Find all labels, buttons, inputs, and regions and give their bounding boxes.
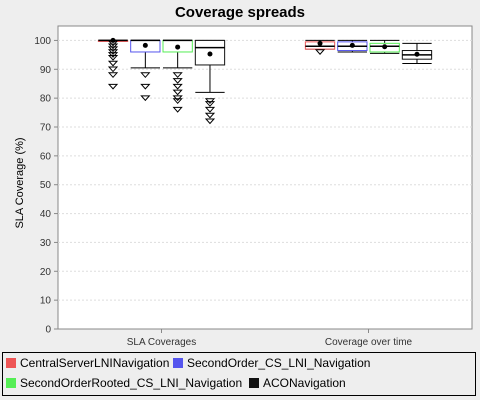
box-outlier-point <box>204 98 216 105</box>
box-plot <box>401 42 433 65</box>
y-axis-ticks: 0 10 20 30 40 50 60 70 80 90 100 <box>34 36 58 336</box>
y-tick-label: 0 <box>45 325 51 336</box>
box-outlier-point <box>107 83 119 90</box>
box-outlier-point <box>204 101 216 107</box>
box-outlier-point <box>140 95 151 102</box>
box-mean-point <box>382 44 388 50</box>
legend-label: CentralServerLNINavigation <box>20 356 170 370</box>
box-outlier-point <box>107 72 119 79</box>
box-outlier-point <box>204 118 216 125</box>
box-plot <box>130 39 161 102</box>
x-tick-label: SLA Coverages <box>127 337 197 348</box>
y-tick-label: 60 <box>40 151 52 162</box>
box-mean-point <box>110 37 116 43</box>
legend-item: CentralServerLNINavigation <box>6 356 169 370</box>
y-tick-label: 90 <box>40 65 52 76</box>
legend-swatch <box>6 358 16 368</box>
box-outlier-point <box>314 49 326 55</box>
box-outlier-point <box>172 95 183 102</box>
legend: CentralServerLNINavigation SecondOrder_CS… <box>2 352 476 396</box>
plot-area <box>57 25 473 330</box>
box-outlier-point <box>172 106 183 113</box>
legend-label: SecondOrderRooted_CS_LNI_Navigation <box>20 376 243 390</box>
box-mean-point <box>414 51 420 57</box>
legend-item: ACONavigation <box>249 376 346 390</box>
y-tick-label: 80 <box>40 94 52 105</box>
box-plot <box>194 39 226 125</box>
x-tick-label: Coverage over time <box>325 337 413 348</box>
legend-swatch <box>173 358 183 368</box>
box-outlier-point <box>172 83 183 90</box>
box-outlier-point <box>107 46 119 53</box>
box-outlier-point <box>172 89 183 96</box>
box-mean-point <box>317 40 323 46</box>
box-plot <box>304 39 336 55</box>
box-outlier-point <box>204 112 216 119</box>
y-tick-label: 30 <box>40 238 52 249</box>
box-outlier-point <box>107 54 119 61</box>
box-mean-point <box>142 42 148 48</box>
box-plots <box>97 37 433 125</box>
y-tick-label: 40 <box>40 209 52 220</box>
box-outlier-point <box>172 78 183 84</box>
y-tick-label: 50 <box>40 180 52 191</box>
box-outlier-point <box>140 72 151 79</box>
box-outlier-point <box>204 106 216 113</box>
box-plot <box>97 37 129 90</box>
box-outlier-point <box>107 60 119 67</box>
y-tick-label: 10 <box>40 296 52 307</box>
box-mean-point <box>175 44 181 50</box>
box-outlier-point <box>107 40 119 47</box>
legend-item: SecondOrderRooted_CS_LNI_Navigation <box>6 376 242 390</box>
box-outlier-point <box>107 43 119 50</box>
box-mean-point <box>349 42 355 48</box>
legend-swatch <box>6 378 16 388</box>
box-plot <box>337 39 368 53</box>
y-tick-label: 100 <box>34 36 51 47</box>
chart-title: Coverage spreads <box>175 4 305 21</box>
legend-item: SecondOrder_CS_LNI_Navigation <box>173 356 370 370</box>
box-outlier-point <box>107 66 119 73</box>
legend-label: SecondOrder_CS_LNI_Navigation <box>187 356 371 370</box>
box-outlier-point <box>140 83 151 90</box>
y-tick-label: 20 <box>40 267 52 278</box>
box-plot <box>369 39 400 54</box>
x-axis-ticks: SLA Coverages Coverage over time <box>127 329 413 348</box>
legend-swatch <box>249 378 259 388</box>
y-axis-label: SLA Coverage (%) <box>14 137 26 228</box>
box-mean-point <box>207 51 213 57</box>
box-plot <box>162 39 193 113</box>
legend-label: ACONavigation <box>263 376 346 390</box>
box-outlier-point <box>107 52 119 58</box>
y-tick-label: 70 <box>40 123 52 134</box>
box-outlier-point <box>172 72 183 79</box>
box-outlier-point <box>107 49 119 55</box>
chart: Coverage spreads SLA Coverage (%) 0 10 20 3… <box>14 4 473 348</box>
box-outlier-point <box>172 98 183 105</box>
